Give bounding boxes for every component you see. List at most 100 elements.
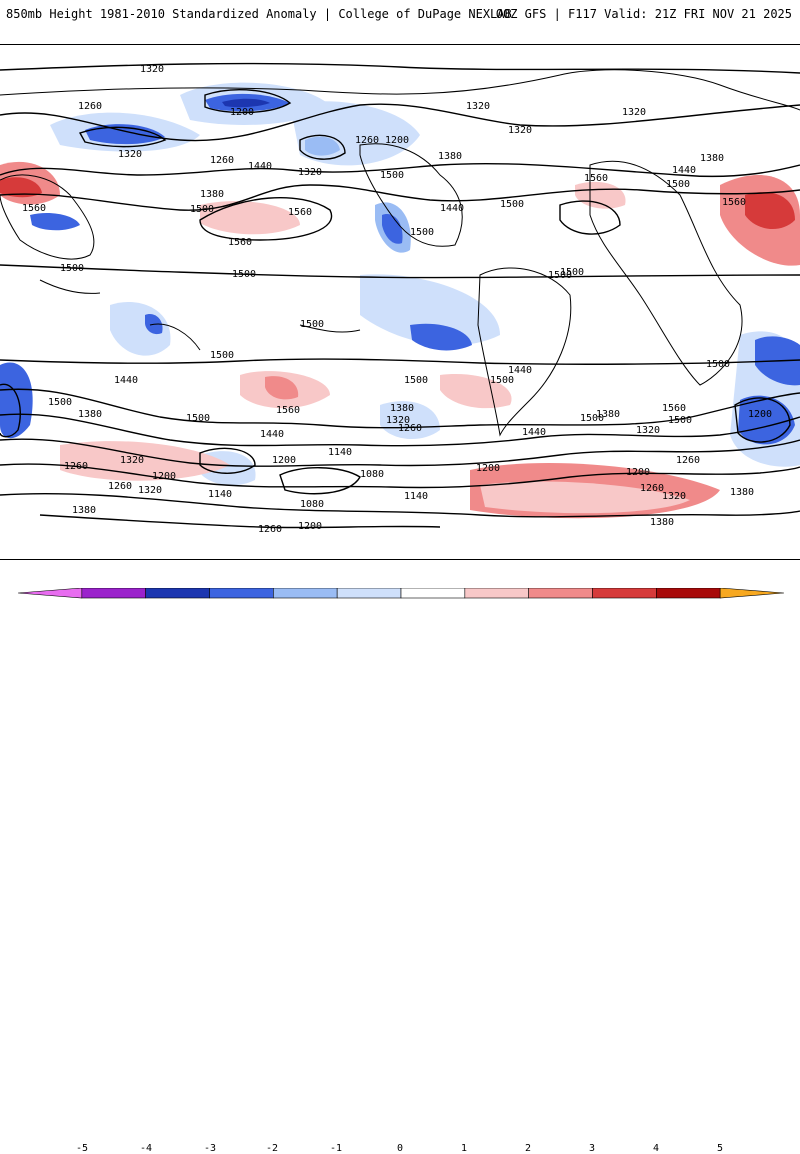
anomaly-neg xyxy=(360,274,500,346)
contour-label: 1200 xyxy=(748,409,772,420)
anomaly-neg xyxy=(110,301,171,356)
contour-label: 1500 xyxy=(404,375,428,386)
contour-label: 1500 xyxy=(410,227,434,238)
anomaly-neg xyxy=(738,395,795,445)
contour-label: 1500 xyxy=(580,413,604,424)
contour-label: 1200 xyxy=(152,471,176,482)
contour-label: 1560 xyxy=(228,237,252,248)
contour-label: 1380 xyxy=(78,409,102,420)
anomaly-neg xyxy=(290,101,420,166)
model-valid-time: 00Z GFS | F117 Valid: 21Z FRI NOV 21 202… xyxy=(495,7,792,21)
contour-label: 1260 xyxy=(258,524,282,535)
contour-label: 1440 xyxy=(508,365,532,376)
contour-label: 1260 xyxy=(64,461,88,472)
contour-label: 1380 xyxy=(72,505,96,516)
contour-label: 1140 xyxy=(404,491,428,502)
colorbar-tick: 0 xyxy=(396,1143,404,1154)
height-contours xyxy=(0,62,800,529)
contour-label: 1380 xyxy=(700,153,724,164)
anomaly-pos xyxy=(480,481,690,514)
anomaly-pos xyxy=(745,192,795,230)
contour-label: 1380 xyxy=(200,189,224,200)
contour-label: 1500 xyxy=(668,415,692,426)
anomaly-neg xyxy=(382,214,403,244)
contour-label: 1560 xyxy=(584,173,608,184)
colorbar-tick: 1 xyxy=(460,1143,468,1154)
colorbar-tick: -4 xyxy=(139,1143,153,1154)
map-svg: 1320 1260 1200 1320 1260 1320 1440 1380 … xyxy=(0,62,800,535)
contour-label: 1320 xyxy=(118,149,142,160)
colorbar-swatch xyxy=(656,588,721,599)
contour-label: 1500 xyxy=(560,267,584,278)
contour-label: 1500 xyxy=(706,359,730,370)
contour-label: 1320 xyxy=(140,64,164,75)
contour-label: 1260 xyxy=(108,481,132,492)
colorbar-tick: 5 xyxy=(716,1143,724,1154)
anomaly-neg xyxy=(410,323,472,351)
contour-label: 1260 xyxy=(676,455,700,466)
coastlines xyxy=(0,69,800,437)
contour-label: 1560 xyxy=(722,197,746,208)
colorbar-swatches xyxy=(17,588,785,599)
colorbar-tick: -3 xyxy=(203,1143,217,1154)
anomaly-pos xyxy=(60,441,230,481)
contour-label: 1560 xyxy=(22,203,46,214)
anomaly-neg xyxy=(30,213,80,231)
colorbar-tick: 4 xyxy=(652,1143,660,1154)
contour-label: 1320 xyxy=(508,125,532,136)
colorbar-tick: 3 xyxy=(588,1143,596,1154)
contour-label: 1500 xyxy=(666,179,690,190)
contour-label: 1500 xyxy=(190,204,214,215)
anomaly-neg xyxy=(85,124,165,145)
map-title: 850mb Height 1981-2010 Standardized Anom… xyxy=(6,7,512,21)
anomaly-pos xyxy=(0,177,42,198)
anomaly-neg xyxy=(222,98,270,108)
anomaly-neg xyxy=(0,362,33,439)
contour-label: 1320 xyxy=(466,101,490,112)
colorbar-swatch xyxy=(17,588,83,599)
contour-label: 1500 xyxy=(500,199,524,210)
contour-label: 1320 xyxy=(622,107,646,118)
contour-label: 1380 xyxy=(596,409,620,420)
contour-label: 1320 xyxy=(120,455,144,466)
anomaly-pos xyxy=(440,374,512,409)
contour-label: 1440 xyxy=(672,165,696,176)
contour-label: 1560 xyxy=(288,207,312,218)
contour-label: 1320 xyxy=(138,485,162,496)
contour-label: 1560 xyxy=(662,403,686,414)
contour-label: 1320 xyxy=(386,415,410,426)
contour-label: 1200 xyxy=(476,463,500,474)
contour-label: 1500 xyxy=(210,350,234,361)
contour-label: 1440 xyxy=(260,429,284,440)
contour-label: 1500 xyxy=(232,269,256,280)
colorbar-swatch xyxy=(719,588,785,599)
contour-label: 1440 xyxy=(522,427,546,438)
contour-label: 1200 xyxy=(626,467,650,478)
contour-label: 1080 xyxy=(300,499,324,510)
contour-label: 1440 xyxy=(248,161,272,172)
contour-label: 1260 xyxy=(398,423,422,434)
contour-label: 1320 xyxy=(636,425,660,436)
colorbar-tick: -5 xyxy=(75,1143,89,1154)
contour-label: 1140 xyxy=(328,447,352,458)
contour-label: 1380 xyxy=(730,487,754,498)
anomaly-pos xyxy=(200,201,300,235)
colorbar-swatch xyxy=(209,588,274,599)
colorbar-swatch xyxy=(400,588,466,599)
contour-label: 1140 xyxy=(208,489,232,500)
contour-label: 1500 xyxy=(490,375,514,386)
contour-label: 1440 xyxy=(440,203,464,214)
colorbar-swatch xyxy=(592,588,657,599)
contour-label: 1500 xyxy=(48,397,72,408)
anomaly-map: 1320 1260 1200 1320 1260 1320 1440 1380 … xyxy=(0,44,800,560)
contour-label: 1200 xyxy=(230,107,254,118)
contour-label: 1200 xyxy=(272,455,296,466)
contour-label: 1560 xyxy=(276,405,300,416)
anomaly-pos xyxy=(265,376,299,400)
colorbar-swatch xyxy=(81,588,146,599)
contour-label: 1500 xyxy=(380,170,404,181)
contour-label: 1380 xyxy=(650,517,674,528)
contour-label: 1500 xyxy=(548,270,572,281)
colorbar-swatch xyxy=(528,588,593,599)
contour-label: 1440 xyxy=(114,375,138,386)
